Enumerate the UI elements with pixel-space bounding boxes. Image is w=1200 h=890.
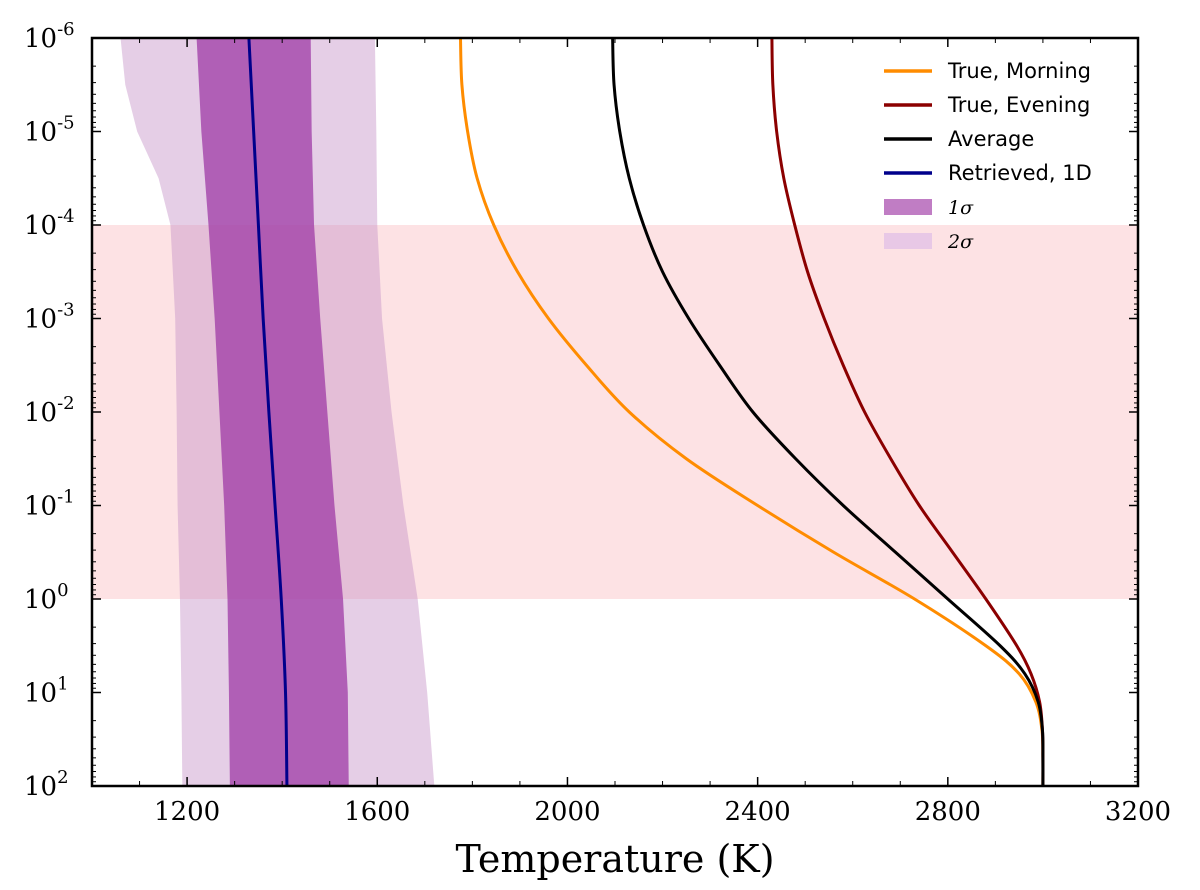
y-tick-label: 10-6 bbox=[24, 19, 75, 54]
series-line-average bbox=[611, 38, 1045, 786]
legend-label-average: Average bbox=[948, 127, 1034, 151]
band-1sigma bbox=[196, 38, 349, 786]
series-line-retrieved-1d bbox=[247, 38, 289, 786]
x-tick-label: 2400 bbox=[725, 797, 791, 827]
x-tick-label: 2000 bbox=[534, 797, 600, 827]
x-tick-label: 1200 bbox=[154, 797, 220, 827]
y-tick-label: 10-3 bbox=[24, 300, 75, 335]
x-tick-label: 3200 bbox=[1105, 797, 1171, 827]
y-tick-label: 10-5 bbox=[24, 113, 75, 148]
y-tick-label: 102 bbox=[24, 767, 69, 802]
x-tick-label: 2800 bbox=[915, 797, 981, 827]
y-tick-label: 101 bbox=[24, 674, 69, 709]
y-tick-label: 10-1 bbox=[24, 487, 75, 522]
legend: True, Morning True, Evening Average Retriev… bbox=[884, 59, 1092, 253]
legend-label-true-evening: True, Evening bbox=[947, 93, 1090, 117]
series-line-true-morning bbox=[458, 38, 1045, 786]
legend-label-2sigma: 2σ bbox=[947, 231, 974, 253]
legend-swatch-1sigma bbox=[884, 199, 932, 215]
y-tick-label: 100 bbox=[24, 580, 69, 615]
x-axis-title: Temperature (K) bbox=[455, 837, 774, 881]
legend-label-true-morning: True, Morning bbox=[947, 59, 1091, 83]
y-tick-label: 10-2 bbox=[24, 393, 75, 428]
legend-label-retrieved-1d: Retrieved, 1D bbox=[948, 161, 1092, 185]
legend-label-1sigma: 1σ bbox=[948, 197, 974, 219]
y-tick-label: 10-4 bbox=[24, 206, 75, 241]
legend-swatch-2sigma bbox=[884, 233, 932, 249]
plot-area bbox=[92, 38, 1138, 786]
x-tick-label: 1600 bbox=[344, 797, 410, 827]
